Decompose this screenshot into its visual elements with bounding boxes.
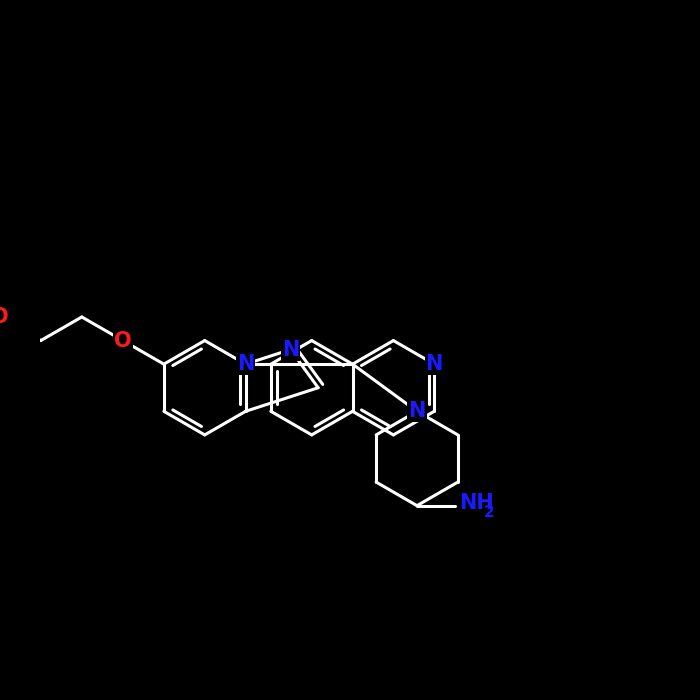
Text: N: N	[281, 340, 299, 360]
Text: N: N	[237, 354, 254, 374]
Text: O: O	[0, 307, 8, 327]
Text: N: N	[426, 354, 443, 374]
Text: 2: 2	[484, 505, 495, 520]
Text: O: O	[114, 330, 132, 351]
Text: N: N	[408, 401, 426, 421]
Text: NH: NH	[459, 494, 494, 513]
